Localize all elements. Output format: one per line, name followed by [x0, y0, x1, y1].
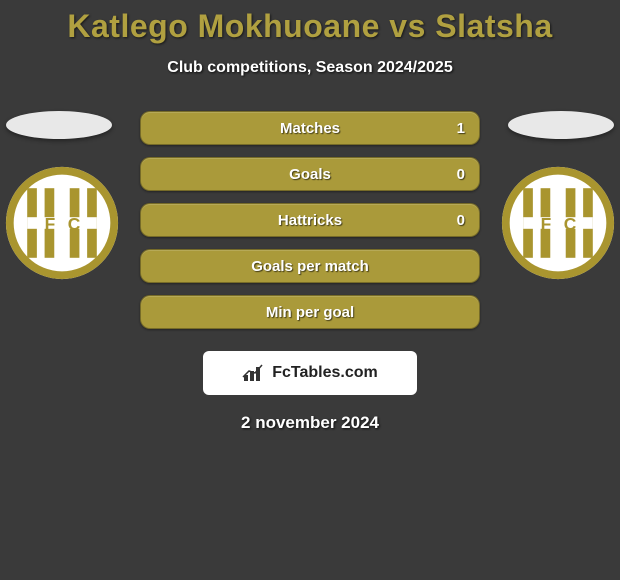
club-badge-left-svg: F C [4, 165, 120, 281]
svg-text:F: F [45, 214, 56, 234]
stat-row-min-per-goal: Min per goal [140, 295, 480, 329]
svg-text:C: C [564, 214, 577, 234]
page-title: Katlego Mokhuoane vs Slatsha [0, 8, 620, 45]
stat-label: Goals per match [251, 258, 369, 275]
player-halo-left [6, 111, 112, 139]
club-badge-right: F C [500, 165, 616, 281]
stat-label: Goals [289, 166, 331, 183]
svg-text:C: C [68, 214, 81, 234]
stat-value: 0 [457, 166, 465, 183]
stat-label: Min per goal [266, 304, 354, 321]
stat-value: 0 [457, 212, 465, 229]
brand-text: FcTables.com [272, 364, 378, 382]
club-badge-left: F C [4, 165, 120, 281]
club-badge-right-svg: F C [500, 165, 616, 281]
player-halo-right [508, 111, 614, 139]
svg-text:F: F [541, 214, 552, 234]
stat-row-goals-per-match: Goals per match [140, 249, 480, 283]
stat-row-hattricks: Hattricks 0 [140, 203, 480, 237]
brand-box[interactable]: FcTables.com [203, 351, 417, 395]
stat-label: Matches [280, 120, 340, 137]
stat-value: 1 [457, 120, 465, 137]
stats-column: Matches 1 Goals 0 Hattricks 0 Goals per … [140, 111, 480, 341]
main-row: F C F C Matches 1 Goals [0, 111, 620, 341]
bar-chart-icon [242, 363, 266, 383]
date-line: 2 november 2024 [0, 413, 620, 433]
stat-row-matches: Matches 1 [140, 111, 480, 145]
comparison-card: Katlego Mokhuoane vs Slatsha Club compet… [0, 0, 620, 433]
stat-label: Hattricks [278, 212, 342, 229]
stat-row-goals: Goals 0 [140, 157, 480, 191]
page-subtitle: Club competitions, Season 2024/2025 [0, 59, 620, 77]
